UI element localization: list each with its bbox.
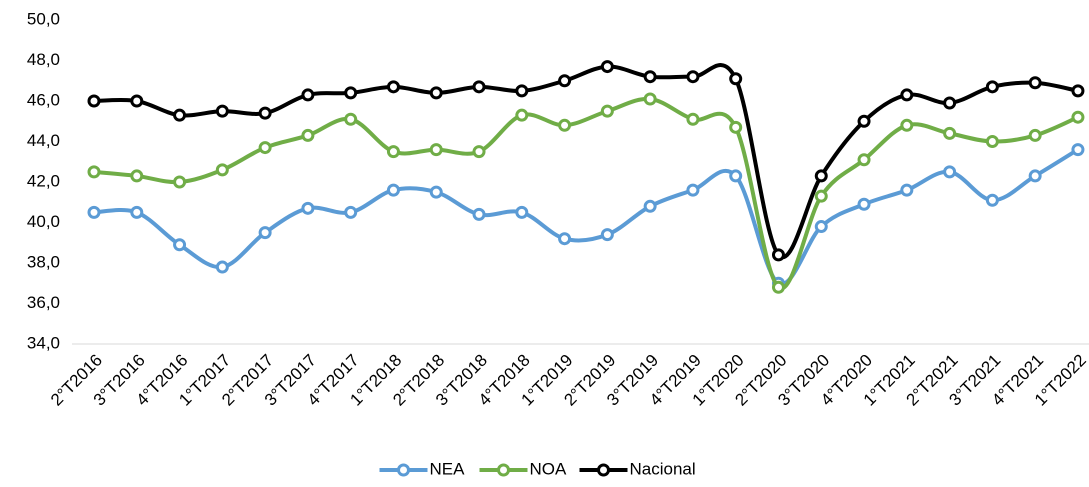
legend-label: NEA	[430, 459, 466, 478]
data-point	[729, 120, 743, 134]
data-point	[429, 143, 443, 157]
series-line	[93, 96, 1079, 291]
data-point	[515, 205, 529, 219]
data-point	[600, 104, 614, 118]
data-point	[215, 260, 229, 274]
data-point	[215, 104, 229, 118]
data-point	[1071, 143, 1085, 157]
y-tick-label: 42,0	[27, 171, 60, 190]
y-tick-label: 34,0	[27, 333, 60, 352]
data-point	[173, 175, 187, 189]
data-point	[985, 135, 999, 148]
data-point	[686, 183, 700, 197]
data-point	[900, 183, 914, 197]
y-tick-label: 46,0	[27, 90, 60, 109]
data-point	[558, 232, 572, 246]
data-point	[301, 201, 315, 215]
legend-marker	[497, 463, 510, 477]
data-point	[472, 80, 486, 94]
data-point	[87, 205, 101, 219]
data-point	[1028, 169, 1042, 183]
data-point	[130, 205, 144, 219]
data-point	[558, 118, 572, 132]
y-tick-label: 40,0	[27, 212, 60, 231]
data-point	[1071, 110, 1085, 124]
data-point	[344, 205, 358, 219]
data-point	[985, 193, 999, 207]
data-point	[258, 106, 272, 120]
data-point	[301, 88, 315, 102]
data-point	[173, 238, 187, 252]
data-point	[472, 207, 486, 221]
data-point	[771, 280, 785, 294]
legend-marker	[397, 463, 410, 477]
data-point	[857, 153, 871, 167]
data-point	[686, 112, 700, 126]
data-point	[515, 108, 529, 122]
data-point	[344, 86, 358, 100]
data-point	[215, 163, 229, 177]
data-point	[515, 84, 529, 98]
data-point	[558, 74, 572, 88]
data-point	[1071, 84, 1085, 98]
data-point	[729, 169, 743, 183]
legend-label: NOA	[530, 459, 568, 478]
data-point	[943, 126, 957, 140]
data-point	[600, 228, 614, 242]
data-point	[87, 165, 101, 179]
legend-label: Nacional	[630, 459, 696, 478]
data-point	[729, 72, 743, 86]
legend-marker	[597, 463, 610, 477]
data-point	[857, 197, 871, 211]
y-tick-label: 44,0	[27, 131, 60, 150]
data-point	[429, 86, 443, 100]
data-point	[344, 112, 358, 126]
data-point	[771, 248, 785, 262]
y-tick-label: 38,0	[27, 252, 60, 271]
data-point	[301, 128, 315, 142]
data-point	[386, 80, 400, 94]
y-tick-label: 48,0	[27, 50, 60, 69]
data-point	[1028, 76, 1042, 90]
data-point	[258, 141, 272, 155]
data-point	[600, 60, 614, 74]
data-point	[386, 145, 400, 159]
data-point	[1028, 128, 1042, 142]
data-point	[87, 94, 101, 108]
data-point	[643, 92, 657, 106]
data-point	[429, 185, 443, 199]
data-point	[900, 118, 914, 132]
data-point	[686, 70, 700, 84]
data-point	[900, 88, 914, 102]
data-point	[814, 220, 828, 234]
data-point	[857, 114, 871, 128]
series-line	[93, 147, 1079, 287]
data-point	[130, 169, 144, 183]
data-point	[814, 189, 828, 203]
y-tick-label: 50,0	[27, 9, 60, 28]
data-point	[386, 183, 400, 197]
data-point	[943, 96, 957, 110]
data-point	[472, 145, 486, 159]
y-tick-label: 36,0	[27, 293, 60, 312]
data-point	[814, 169, 828, 183]
data-point	[173, 108, 187, 122]
data-point	[943, 165, 957, 179]
data-point	[258, 226, 272, 240]
data-point	[643, 70, 657, 84]
data-point	[643, 199, 657, 213]
data-point	[985, 80, 999, 94]
data-point	[130, 94, 144, 108]
